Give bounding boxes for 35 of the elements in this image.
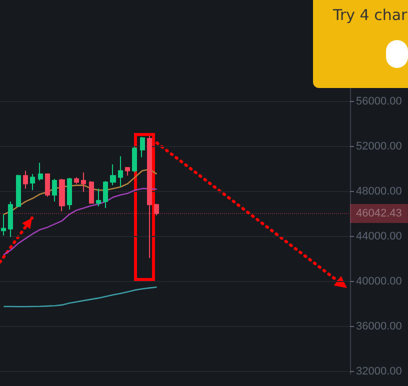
y-tick-label: 48000.00 — [356, 186, 402, 198]
candlestick — [96, 188, 101, 207]
line-series — [2, 188, 158, 256]
line-series — [2, 286, 158, 308]
candlestick — [59, 178, 65, 212]
candlestick — [74, 176, 79, 184]
candlestick — [52, 178, 57, 202]
candlestick — [110, 164, 116, 186]
candlestick — [154, 203, 159, 216]
candlestick — [45, 172, 50, 198]
candlestick — [89, 180, 94, 204]
candlestick — [8, 201, 13, 238]
candlestick — [67, 177, 72, 210]
y-tick-label: 52000.00 — [356, 140, 402, 152]
candlestick — [118, 156, 123, 188]
candlestick — [1, 214, 6, 236]
ref-line-label: 46042.43 — [356, 208, 402, 220]
candlestick — [125, 166, 130, 176]
candlestick — [140, 136, 145, 158]
candlestick — [30, 174, 35, 191]
y-tick-label: 56000.00 — [356, 95, 402, 108]
y-tick-label: 36000.00 — [356, 320, 402, 333]
line-series — [2, 168, 158, 216]
promo-popup: Try 4 char — [313, 0, 408, 88]
candlestick — [23, 170, 28, 190]
candlestick — [132, 146, 137, 173]
candlestick — [38, 162, 43, 181]
y-tick-label: 40000.00 — [356, 276, 402, 288]
y-tick-label: 44000.00 — [356, 230, 402, 243]
y-tick-label: 32000.00 — [356, 366, 402, 378]
candlestick — [147, 135, 152, 258]
candlestick — [103, 180, 108, 208]
annotation: Try 4 char — [333, 6, 408, 24]
candlestick — [16, 174, 21, 208]
candlestick — [81, 172, 86, 192]
